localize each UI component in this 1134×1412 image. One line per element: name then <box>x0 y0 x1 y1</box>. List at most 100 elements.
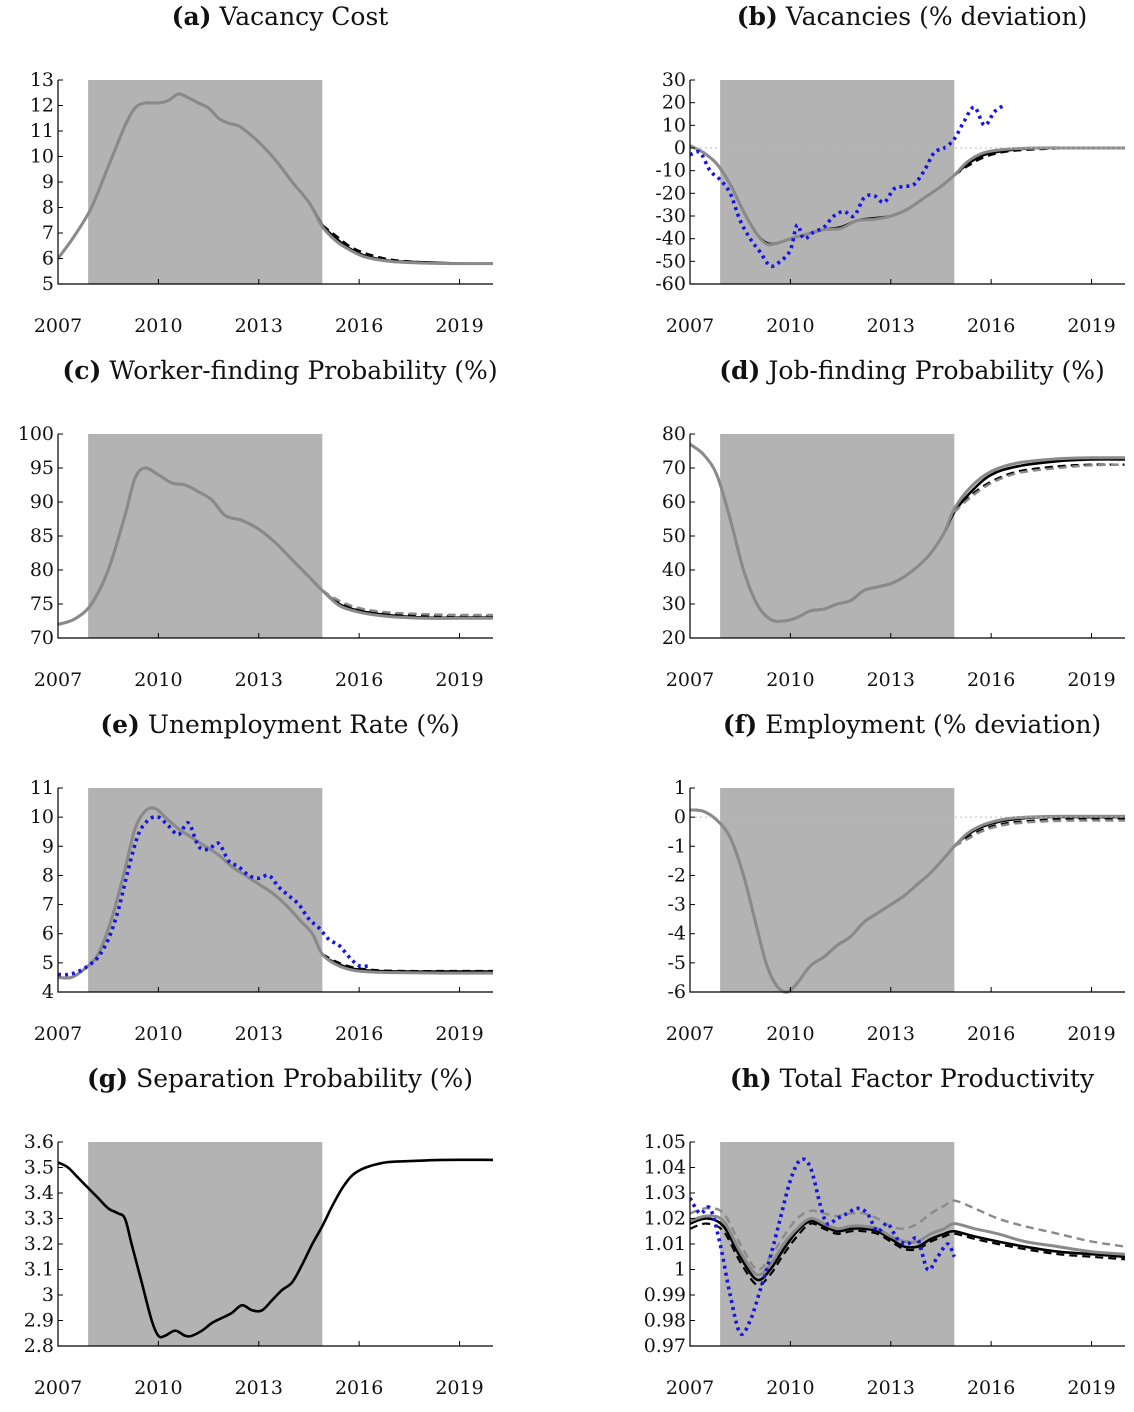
y-tick-label: 100 <box>18 423 54 445</box>
y-tick-label: -60 <box>655 273 686 295</box>
y-tick-label: 3.6 <box>24 1131 54 1153</box>
series-line-black-dashed <box>321 953 493 973</box>
y-tick-label: 70 <box>662 457 686 479</box>
panel-a: (a) Vacancy Cost 5 6 7 8 9 10 11 12 13 2007 2010 2013… <box>0 0 560 350</box>
x-tick-label: 2016 <box>967 315 1015 337</box>
y-tick-label: 60 <box>662 491 686 513</box>
x-tick-label: 2007 <box>666 669 714 691</box>
shaded-region <box>88 788 323 992</box>
y-tick-label: 95 <box>30 457 54 479</box>
chart-title-a: (a) Vacancy Cost <box>0 0 560 34</box>
y-tick-label: 5 <box>42 273 54 295</box>
y-tick-label: 11 <box>30 777 54 799</box>
y-tick-label: 1 <box>674 777 686 799</box>
y-tick-label: 80 <box>30 559 54 581</box>
y-tick-label: 75 <box>30 593 54 615</box>
y-tick-label: 90 <box>30 491 54 513</box>
x-tick-label: 2007 <box>34 1023 82 1045</box>
y-tick-label: 5 <box>42 952 54 974</box>
chart-title-text-g: Separation Probability (%) <box>136 1064 474 1093</box>
panel-label-b: (b) <box>736 2 778 31</box>
shaded-region <box>720 1142 955 1346</box>
chart-title-text-e: Unemployment Rate (%) <box>147 710 460 739</box>
chart-title-d: (d) Job-finding Probability (%) <box>632 354 1134 388</box>
y-tick-label: 2.8 <box>24 1335 54 1357</box>
y-tick-label: -50 <box>655 250 686 272</box>
y-tick-label: -1 <box>667 835 686 857</box>
series-line-black-dashed <box>953 463 1125 513</box>
y-tick-label: 30 <box>662 593 686 615</box>
y-tick-label: -6 <box>667 981 686 1003</box>
y-tick-label: 7 <box>42 222 54 244</box>
chart-title-text-c: Worker-finding Probability (%) <box>109 356 498 385</box>
x-tick-label: 2010 <box>134 315 182 337</box>
chart-svg-f: -6 -5 -4 -3 -2 -1 0 1 2007 2010 2013 2016 2019 <box>666 777 1125 1045</box>
y-tick-label: 6 <box>42 248 54 270</box>
x-tick-label: 2016 <box>335 315 383 337</box>
panel-label-h: (h) <box>729 1064 772 1093</box>
y-tick-label: -30 <box>655 205 686 227</box>
y-tick-label: 50 <box>662 525 686 547</box>
y-tick-label: 9 <box>42 171 54 193</box>
series-line-gray-dashed <box>953 463 1125 514</box>
series-line-black-dashed <box>321 224 493 265</box>
panel-g: (g) Separation Probability (%) 2.8 2.9 3 3.1 3… <box>0 1062 560 1412</box>
x-tick-label: 2019 <box>435 1377 483 1399</box>
x-tick-label: 2013 <box>867 315 915 337</box>
y-tick-label: 4 <box>42 981 54 1003</box>
x-tick-label: 2016 <box>335 1377 383 1399</box>
y-tick-label: 3.5 <box>24 1157 54 1179</box>
y-tick-label: 1.05 <box>644 1131 686 1153</box>
x-tick-label: 2019 <box>435 1023 483 1045</box>
x-tick-label: 2010 <box>134 1377 182 1399</box>
chart-title-text-f: Employment (% deviation) <box>765 710 1102 739</box>
chart-title-c: (c) Worker-finding Probability (%) <box>0 354 560 388</box>
chart-title-text-h: Total Factor Productivity <box>779 1064 1095 1093</box>
x-tick-label: 2013 <box>867 1023 915 1045</box>
x-tick-label: 2019 <box>1067 1377 1115 1399</box>
x-tick-label: 2010 <box>766 315 814 337</box>
y-tick-label: 85 <box>30 525 54 547</box>
panel-e: (e) Unemployment Rate (%) 4 5 6 7 8 9 10 11 2007 20… <box>0 708 560 1058</box>
panel-c: (c) Worker-finding Probability (%) 70 75 80 8… <box>0 354 560 704</box>
shaded-region <box>720 434 955 638</box>
y-tick-label: 1.04 <box>644 1157 686 1179</box>
y-tick-label: 6 <box>42 923 54 945</box>
series-line-gray-solid <box>58 466 493 626</box>
chart-svg-d: 20 30 40 50 60 70 80 2007 2010 2013 2016 2019 <box>662 423 1125 691</box>
y-tick-label: 3.2 <box>24 1233 54 1255</box>
y-tick-label: 10 <box>30 146 54 168</box>
chart-svg-c: 70 75 80 85 90 95 100 2007 2010 2013 2016 2019 <box>18 423 493 691</box>
x-tick-label: 2019 <box>1067 1023 1115 1045</box>
y-tick-label: 70 <box>30 627 54 649</box>
chart-svg-h: 0.97 0.98 0.99 1 1.01 1.02 1.03 1.04 1.05 2007 201… <box>644 1131 1125 1399</box>
chart-title-f: (f) Employment (% deviation) <box>632 708 1134 742</box>
y-tick-label: 30 <box>662 69 686 91</box>
chart-title-g: (g) Separation Probability (%) <box>0 1062 560 1096</box>
x-tick-label: 2019 <box>435 669 483 691</box>
y-tick-label: -4 <box>667 923 686 945</box>
y-tick-label: 3 <box>42 1284 54 1306</box>
y-tick-label: 3.1 <box>24 1259 54 1281</box>
shaded-region <box>88 1142 323 1346</box>
series-line-blue-dotted <box>690 1157 956 1337</box>
y-tick-label: 12 <box>30 95 54 117</box>
y-tick-label: -40 <box>655 228 686 250</box>
series-line-gray-solid <box>58 92 493 266</box>
y-tick-label: 0 <box>674 806 686 828</box>
x-tick-label: 2007 <box>34 669 82 691</box>
y-tick-label: 7 <box>42 894 54 916</box>
panel-f: (f) Employment (% deviation) -6 -5 -4 -3 -2 -1 0… <box>632 708 1134 1058</box>
series-line-black-dashed <box>321 589 493 618</box>
y-tick-label: 1 <box>674 1259 686 1281</box>
x-tick-label: 2013 <box>867 669 915 691</box>
x-tick-label: 2007 <box>666 1377 714 1399</box>
panel-d: (d) Job-finding Probability (%) 20 30 40 50 60… <box>632 354 1134 704</box>
y-tick-label: 10 <box>30 806 54 828</box>
y-tick-label: 0 <box>674 137 686 159</box>
x-tick-label: 2010 <box>134 669 182 691</box>
x-tick-label: 2007 <box>666 1023 714 1045</box>
shaded-region <box>720 788 955 992</box>
